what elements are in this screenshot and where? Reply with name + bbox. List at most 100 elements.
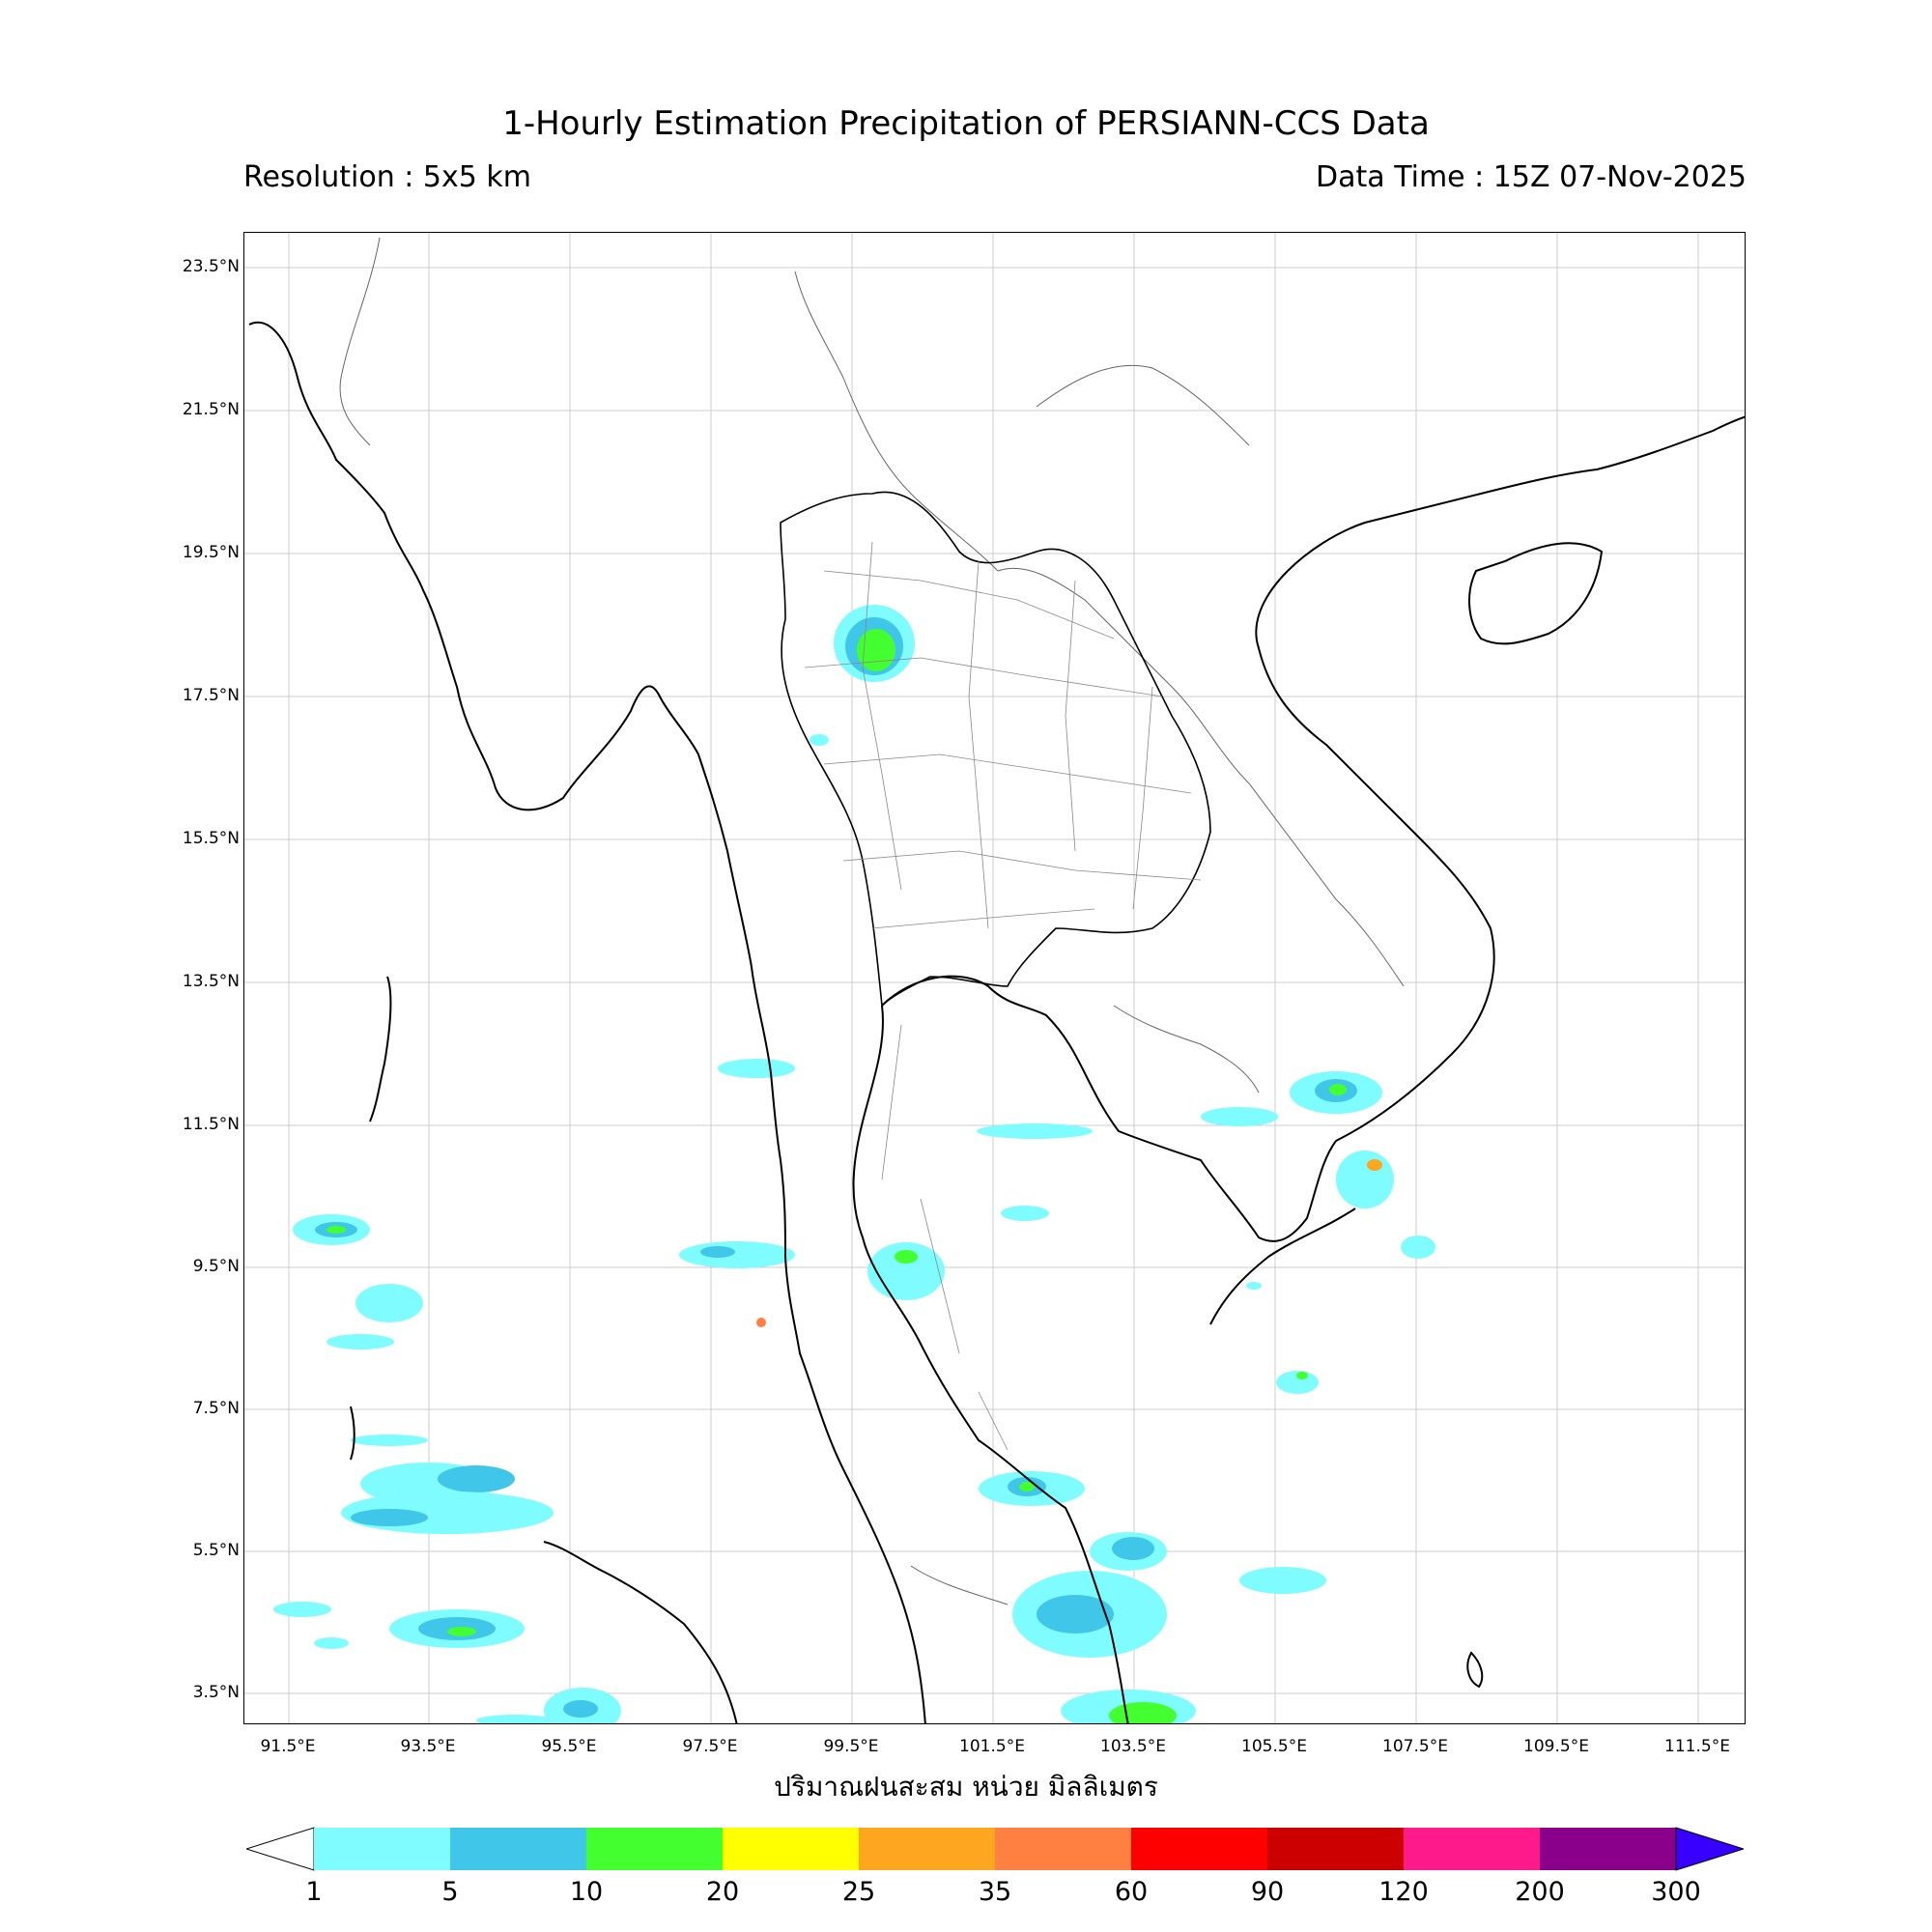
rain-cell-light bbox=[314, 1637, 349, 1649]
latitude-tick-label: 23.5°N bbox=[182, 257, 240, 276]
rain-cell-heavy bbox=[447, 1627, 476, 1636]
longitude-tick-label: 101.5°E bbox=[959, 1737, 1025, 1756]
rain-cell-light bbox=[718, 1059, 795, 1078]
rain-cell-light bbox=[351, 1435, 428, 1446]
longitude-tick-label: 109.5°E bbox=[1523, 1737, 1589, 1756]
border-china-vietnam bbox=[1036, 364, 1250, 446]
border-china-laos bbox=[794, 270, 999, 572]
rain-cell-light bbox=[327, 1334, 394, 1350]
rain-cell-light bbox=[355, 1284, 423, 1322]
rain-cell-moderate bbox=[438, 1465, 515, 1492]
colorbar-tick-label: 90 bbox=[1250, 1877, 1285, 1907]
colorbar-tick-label: 25 bbox=[841, 1877, 876, 1907]
rain-cell-light bbox=[1239, 1567, 1326, 1594]
longitude-tick-label: 95.5°E bbox=[541, 1737, 597, 1756]
colorbar-segment bbox=[1404, 1828, 1540, 1870]
andaman-coast bbox=[248, 322, 926, 1723]
rain-cell-light bbox=[867, 1242, 945, 1300]
border-thailand-malaysia bbox=[910, 1565, 1009, 1605]
sumatra-coast bbox=[543, 1541, 738, 1723]
latitude-tick-label: 5.5°N bbox=[192, 1541, 240, 1560]
latitude-tick-label: 21.5°N bbox=[182, 400, 240, 419]
rain-cell-moderate bbox=[351, 1509, 428, 1526]
rain-cell-heavy bbox=[895, 1250, 918, 1264]
rain-cell-light bbox=[810, 734, 829, 746]
colorbar-tick-label: 5 bbox=[441, 1877, 459, 1907]
longitude-tick-label: 97.5°E bbox=[682, 1737, 738, 1756]
rain-cell-light bbox=[476, 1715, 554, 1723]
mekong-delta-coast bbox=[1209, 1208, 1356, 1325]
rain-cell-heavy bbox=[1296, 1372, 1308, 1379]
colorbar-tick-label: 60 bbox=[1114, 1877, 1149, 1907]
latitude-tick-label: 7.5°N bbox=[192, 1399, 240, 1418]
colorbar-tick-label: 1 bbox=[305, 1877, 323, 1907]
latitude-tick-label: 17.5°N bbox=[182, 686, 240, 705]
longitude-tick-label: 107.5°E bbox=[1382, 1737, 1448, 1756]
rain-cell-moderate bbox=[700, 1246, 735, 1258]
longitude-tick-label: 91.5°E bbox=[260, 1737, 316, 1756]
rain-cell-light bbox=[1401, 1236, 1435, 1259]
gulf-west-coast bbox=[852, 1005, 1129, 1723]
border-laos-vietnam bbox=[997, 567, 1405, 987]
china-coast bbox=[1287, 415, 1745, 572]
colorbar-tick-label: 200 bbox=[1515, 1877, 1565, 1907]
colorbar-segment bbox=[723, 1828, 859, 1870]
latitude-tick-label: 11.5°N bbox=[182, 1115, 240, 1134]
rain-cell-light bbox=[1001, 1206, 1049, 1221]
rain-cell-heavy bbox=[1019, 1482, 1035, 1492]
x-axis-label: ปริมาณฝนสะสม หน่วย มิลลิเมตร bbox=[774, 1771, 1158, 1803]
thailand-boundary bbox=[780, 491, 1211, 1008]
map-canvas bbox=[244, 233, 1745, 1723]
colorbar-segment bbox=[1267, 1828, 1404, 1870]
rain-cell-heavy bbox=[1329, 1084, 1347, 1095]
latitude-tick-label: 19.5°N bbox=[182, 543, 240, 562]
colorbar-under-arrow bbox=[246, 1827, 315, 1871]
colorbar-segment bbox=[995, 1828, 1131, 1870]
colorbar-segment bbox=[586, 1828, 723, 1870]
colorbar-over-arrow bbox=[1675, 1827, 1744, 1871]
province-lines bbox=[804, 541, 1202, 1451]
thailand-outline bbox=[780, 491, 1211, 1008]
latitude-tick-label: 3.5°N bbox=[192, 1683, 240, 1702]
colorbar-segment bbox=[1131, 1828, 1267, 1870]
rain-cell-light bbox=[679, 1241, 795, 1268]
longitude-tick-label: 105.5°E bbox=[1241, 1737, 1307, 1756]
map-title: 1-Hourly Estimation Precipitation of PER… bbox=[502, 104, 1430, 143]
longitude-tick-label: 103.5°E bbox=[1100, 1737, 1166, 1756]
rain-cell-light bbox=[1201, 1107, 1278, 1126]
longitude-tick-label: 99.5°E bbox=[823, 1737, 879, 1756]
small-island bbox=[1466, 1651, 1484, 1689]
precipitation-overlay bbox=[273, 605, 1435, 1723]
colorbar-tick-label: 20 bbox=[705, 1877, 740, 1907]
longitude-tick-label: 93.5°E bbox=[400, 1737, 456, 1756]
nicobar-islands bbox=[350, 1406, 355, 1461]
colorbar-tick-label: 300 bbox=[1651, 1877, 1701, 1907]
colorbar-segment bbox=[859, 1828, 995, 1870]
resolution-label: Resolution : 5x5 km bbox=[243, 160, 531, 194]
colorbar-segments bbox=[314, 1828, 1676, 1870]
rain-cell-light bbox=[1276, 1371, 1319, 1394]
rain-cell-heavy bbox=[327, 1226, 346, 1234]
border-myanmar-india bbox=[339, 237, 381, 446]
colorbar-segment bbox=[1540, 1828, 1676, 1870]
rain-cell-light bbox=[273, 1602, 331, 1617]
rain-cell-intense bbox=[756, 1318, 766, 1327]
border-cambodia bbox=[1113, 1005, 1260, 1094]
rain-cell-light bbox=[1246, 1282, 1262, 1290]
rain-cell-moderate bbox=[563, 1700, 598, 1718]
rain-cell-light bbox=[1336, 1151, 1394, 1208]
longitude-tick-label: 111.5°E bbox=[1664, 1737, 1730, 1756]
rain-cell-intense bbox=[1367, 1159, 1382, 1171]
province-borders bbox=[804, 541, 1202, 1451]
colorbar-tick-label: 35 bbox=[978, 1877, 1012, 1907]
rain-cell-moderate bbox=[1037, 1595, 1114, 1634]
data-time-label: Data Time : 15Z 07-Nov-2025 bbox=[1316, 160, 1747, 194]
colorbar-segment bbox=[314, 1828, 450, 1870]
hainan-island bbox=[1468, 542, 1604, 645]
colorbar-segment bbox=[450, 1828, 586, 1870]
andaman-islands bbox=[369, 976, 392, 1122]
vietnam-coast bbox=[881, 570, 1495, 1242]
map-panel bbox=[243, 232, 1746, 1724]
colorbar-tick-label: 10 bbox=[569, 1877, 604, 1907]
latitude-tick-label: 9.5°N bbox=[192, 1257, 240, 1276]
